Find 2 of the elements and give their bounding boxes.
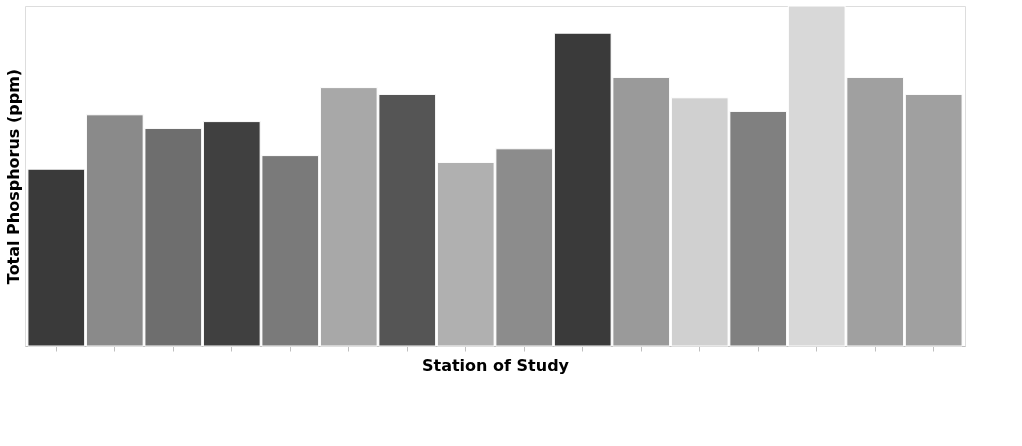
- y-axis-title: Total Phosphorus (ppm): [3, 68, 23, 285]
- x-axis-title: Station of Study: [421, 355, 570, 375]
